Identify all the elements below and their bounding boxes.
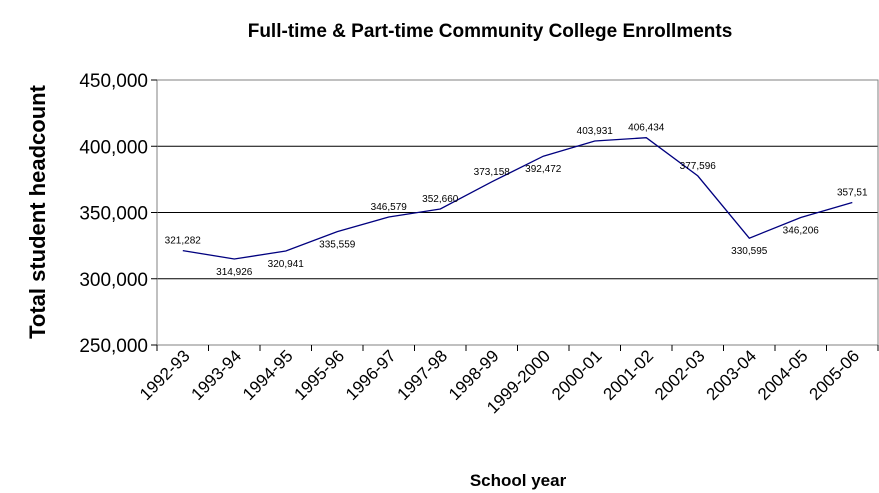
data-label: 320,941 bbox=[268, 259, 305, 270]
x-axis-title: School year bbox=[470, 471, 567, 490]
data-label: 346,206 bbox=[783, 226, 820, 237]
data-label: 406,434 bbox=[628, 123, 665, 134]
x-tick-label: 2001-02 bbox=[600, 346, 658, 404]
y-tick-label: 300,000 bbox=[79, 270, 148, 291]
series-line bbox=[182, 137, 853, 260]
series-line-group bbox=[182, 137, 853, 260]
data-label: 357,51 bbox=[837, 188, 868, 199]
data-label: 346,579 bbox=[371, 202, 408, 213]
x-tick-label: 2002-03 bbox=[651, 346, 709, 404]
y-tick-label: 450,000 bbox=[79, 71, 148, 92]
x-tick-label: 2005-06 bbox=[806, 346, 864, 404]
data-labels: 321,282 314,926 320,941 335,559 346,579 352,6… bbox=[165, 123, 868, 278]
data-label: 330,595 bbox=[731, 246, 768, 257]
data-label: 392,472 bbox=[525, 164, 562, 175]
y-tick-label: 350,000 bbox=[79, 204, 148, 225]
data-label: 373,158 bbox=[474, 167, 511, 178]
data-label: 321,282 bbox=[165, 236, 202, 247]
data-label: 352,660 bbox=[422, 194, 459, 205]
x-tick-label: 1997-98 bbox=[394, 346, 452, 404]
y-tick-label: 250,000 bbox=[79, 336, 148, 357]
grid-lines bbox=[157, 79, 878, 280]
x-tick-label: 1993-94 bbox=[188, 346, 246, 404]
data-label: 314,926 bbox=[216, 267, 253, 278]
data-label: 377,596 bbox=[680, 161, 717, 172]
x-tick-label: 2000-01 bbox=[548, 346, 606, 404]
x-tick-label: 1996-97 bbox=[342, 346, 400, 404]
x-axis-ticks: 1992-931993-941994-951995-961996-971997-… bbox=[136, 345, 879, 417]
y-axis-ticks: 250,000 300,000 350,000 400,000 450,000 bbox=[79, 71, 157, 357]
y-axis-title: Total student headcount bbox=[25, 84, 50, 338]
x-tick-label: 2003-04 bbox=[703, 346, 761, 404]
data-label: 335,559 bbox=[319, 240, 356, 251]
y-tick-label: 400,000 bbox=[79, 137, 148, 158]
x-tick-label: 2004-05 bbox=[754, 346, 812, 404]
chart-title: Full-time & Part-time Community College … bbox=[248, 21, 733, 42]
x-tick-label: 1995-96 bbox=[291, 346, 349, 404]
x-tick-label: 1994-95 bbox=[239, 346, 297, 404]
data-label: 403,931 bbox=[577, 126, 614, 137]
